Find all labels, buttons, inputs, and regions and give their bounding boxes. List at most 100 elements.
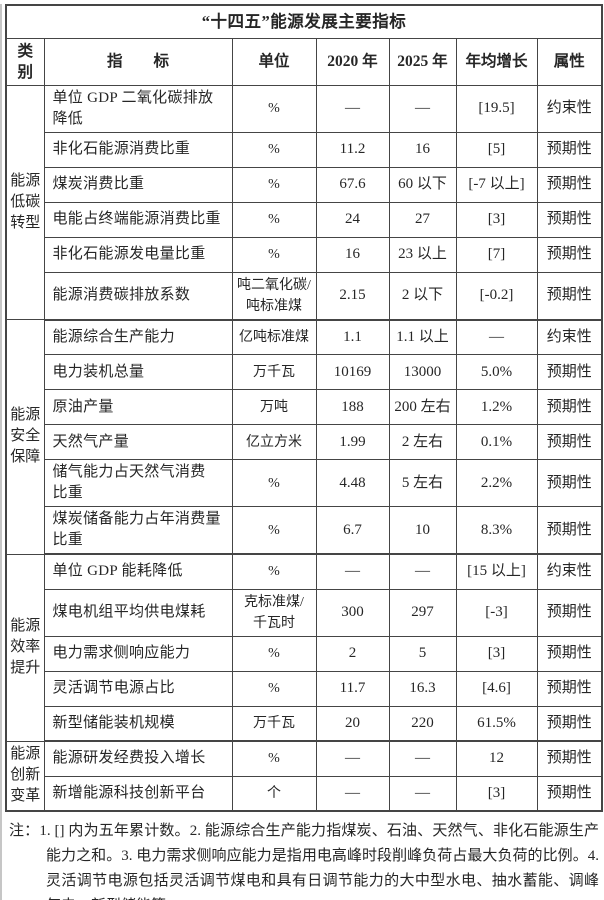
growth-cell: [5]	[455, 131, 538, 168]
category-cell: 能源创新变革	[5, 740, 45, 812]
unit-cell: 万千瓦	[231, 705, 317, 742]
growth-cell: 12	[455, 740, 538, 777]
unit-cell: %	[231, 553, 317, 590]
attribute-cell: 预期性	[536, 775, 603, 812]
value-2020-cell: 11.2	[315, 131, 390, 168]
attribute-cell: 约束性	[536, 319, 603, 355]
value-2020-cell: 24	[315, 201, 390, 238]
table-row: 天然气产量 亿立方米 1.99 2 左右 0.1% 预期性	[6, 424, 603, 460]
table-row: 煤电机组平均供电煤耗 克标准煤/ 千瓦时 300 297 [-3] 预期性	[6, 588, 603, 637]
indicator-cell: 能源综合生产能力	[43, 319, 233, 355]
value-2025-cell: 200 左右	[388, 389, 457, 425]
unit-cell: %	[231, 670, 317, 707]
value-2020-cell: —	[315, 84, 390, 133]
attribute-cell: 预期性	[536, 271, 603, 321]
value-2025-cell: 297	[388, 588, 457, 637]
value-2020-cell: —	[315, 553, 390, 590]
table-title: “十四五”能源发展主要指标	[5, 4, 603, 39]
unit-cell: 个	[231, 775, 317, 812]
table-row: 煤炭消费比重% 67.6 60 以下 [-7 以上] 预期性	[6, 166, 603, 203]
growth-cell: [4.6]	[455, 670, 538, 707]
attribute-cell: 预期性	[536, 166, 603, 203]
table-row: 电力装机总量 万千瓦 10169 13000 5.0% 预期性	[6, 354, 603, 390]
value-2020-cell: 6.7	[315, 506, 390, 555]
value-2020-cell: 16	[315, 236, 390, 273]
indicator-cell: 能源消费碳排放系数	[43, 271, 233, 321]
table-row: 电能占终端能源消费比重% 24 27 [3] 预期性	[6, 201, 603, 238]
table-row: 能源低碳转型 单位 GDP 二氧化碳排放 降低% — — [19.5] 约束性	[5, 84, 603, 320]
growth-cell: [7]	[455, 236, 538, 273]
table-row: 储气能力占天然气消费 比重% 4.48 5 左右 2.2% 预期性	[6, 459, 603, 507]
growth-cell: [-7 以上]	[455, 166, 538, 203]
value-2025-cell: 23 以上	[388, 236, 457, 273]
unit-cell: 亿吨标准煤	[231, 319, 317, 355]
unit-cell: %	[231, 740, 317, 777]
category-cell: 能源安全保障	[5, 319, 45, 555]
indicator-cell: 煤炭储备能力占年消费量 比重	[43, 506, 233, 555]
value-2025-cell: —	[388, 740, 457, 777]
column-header: 属性	[536, 37, 603, 86]
unit-cell: %	[231, 201, 317, 238]
growth-cell: [-0.2]	[455, 271, 538, 321]
table-row: 能源消费碳排放系数 吨二氧化碳/ 吨标准煤 2.15 2 以下 [-0.2] 预期性	[6, 271, 603, 321]
attribute-cell: 预期性	[536, 131, 603, 168]
column-header: 2025 年	[388, 37, 457, 86]
title-row: “十四五”能源发展主要指标	[5, 4, 603, 39]
attribute-cell: 预期性	[536, 389, 603, 425]
growth-cell: 2.2%	[455, 459, 538, 507]
value-2020-cell: 1.1	[315, 319, 390, 355]
attribute-cell: 预期性	[536, 354, 603, 390]
page-edge-line	[0, 4, 2, 900]
value-2020-cell: 11.7	[315, 670, 390, 707]
value-2020-cell: 2.15	[315, 271, 390, 321]
attribute-cell: 预期性	[536, 588, 603, 637]
table-row: 能源安全保障 能源综合生产能力 亿吨标准煤 1.1 1.1 以上 — 约束性	[5, 319, 603, 555]
attribute-cell: 预期性	[536, 506, 603, 555]
indicator-cell: 电力装机总量	[43, 354, 233, 390]
unit-cell: %	[231, 166, 317, 203]
table-row: 新型储能装机规模 万千瓦 20 220 61.5% 预期性	[6, 705, 603, 742]
value-2025-cell: —	[388, 84, 457, 133]
value-2020-cell: 300	[315, 588, 390, 637]
indicators-table: “十四五”能源发展主要指标 类别指 标单位 2020 年 2025 年年均增长 属性 …	[5, 4, 604, 812]
unit-cell: 万千瓦	[231, 354, 317, 390]
column-header: 年均增长	[455, 37, 538, 86]
column-header: 类别	[5, 37, 45, 86]
growth-cell: 1.2%	[455, 389, 538, 425]
value-2025-cell: 220	[388, 705, 457, 742]
attribute-cell: 预期性	[536, 236, 603, 273]
growth-cell: 5.0%	[455, 354, 538, 390]
table-row: 能源创新变革 能源研发经费投入增长% — —12 预期性	[5, 740, 603, 812]
value-2025-cell: 16	[388, 131, 457, 168]
value-2025-cell: 5 左右	[388, 459, 457, 507]
table-row: 能源效率提升 单位 GDP 能耗降低% — — [15 以上] 约束性	[5, 553, 603, 742]
growth-cell: 61.5%	[455, 705, 538, 742]
indicator-cell: 新增能源科技创新平台	[43, 775, 233, 812]
table-row: 煤炭储备能力占年消费量 比重% 6.7 10 8.3% 预期性	[6, 506, 603, 555]
growth-cell: [19.5]	[455, 84, 538, 133]
attribute-cell: 预期性	[536, 635, 603, 672]
column-header: 2020 年	[315, 37, 390, 86]
value-2020-cell: 1.99	[315, 424, 390, 460]
indicator-cell: 电能占终端能源消费比重	[43, 201, 233, 238]
attribute-cell: 预期性	[536, 705, 603, 742]
indicator-cell: 天然气产量	[43, 424, 233, 460]
growth-cell: [3]	[455, 635, 538, 672]
growth-cell: [-3]	[455, 588, 538, 637]
attribute-cell: 预期性	[536, 201, 603, 238]
indicator-cell: 非化石能源消费比重	[43, 131, 233, 168]
value-2025-cell: 13000	[388, 354, 457, 390]
column-header: 指 标	[43, 37, 233, 86]
value-2020-cell: 2	[315, 635, 390, 672]
attribute-cell: 约束性	[536, 84, 603, 133]
value-2020-cell: 67.6	[315, 166, 390, 203]
unit-cell: %	[231, 459, 317, 507]
value-2025-cell: 10	[388, 506, 457, 555]
unit-cell: %	[231, 635, 317, 672]
unit-cell: 万吨	[231, 389, 317, 425]
table-row: 非化石能源消费比重% 11.2 16 [5] 预期性	[6, 131, 603, 168]
unit-cell: 吨二氧化碳/ 吨标准煤	[231, 271, 317, 321]
indicator-cell: 能源研发经费投入增长	[43, 740, 233, 777]
table-row: 非化石能源发电量比重% 16 23 以上 [7] 预期性	[6, 236, 603, 273]
value-2020-cell: 10169	[315, 354, 390, 390]
